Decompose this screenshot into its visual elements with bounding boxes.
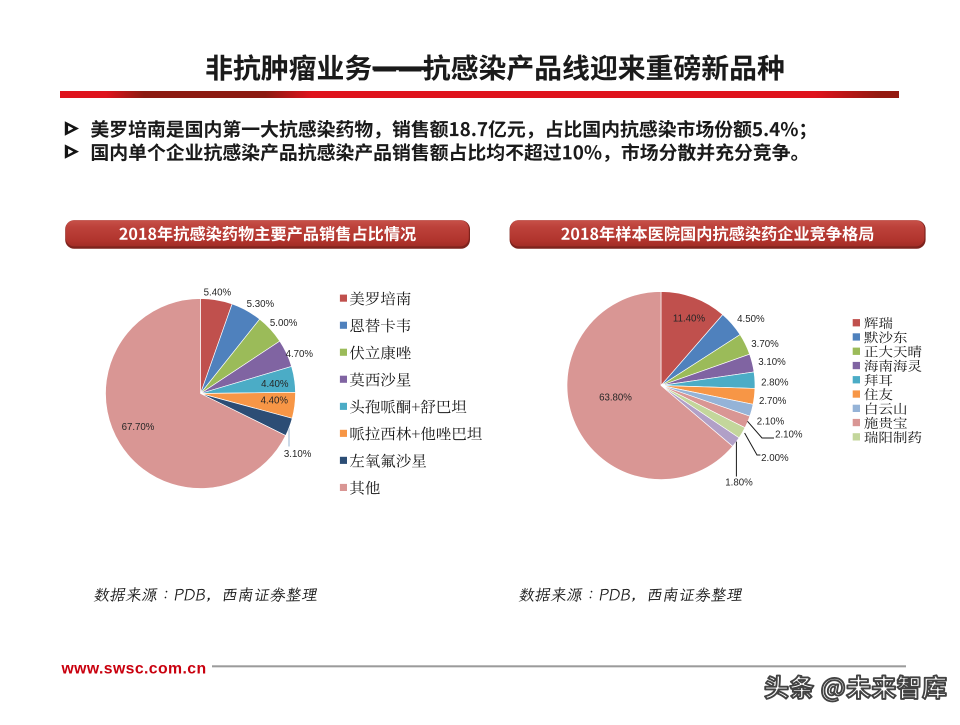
svg-text:4.70%: 4.70% [286,349,314,360]
svg-text:1.80%: 1.80% [725,478,753,489]
svg-text:2.10%: 2.10% [757,416,785,427]
svg-text:3.70%: 3.70% [751,339,779,350]
svg-text:5.30%: 5.30% [247,299,275,310]
svg-text:5.40%: 5.40% [204,287,232,298]
svg-text:3.10%: 3.10% [284,449,312,460]
svg-text:67.70%: 67.70% [122,422,155,433]
svg-text:4.40%: 4.40% [261,395,289,406]
svg-text:4.40%: 4.40% [261,379,289,390]
svg-text:63.80%: 63.80% [599,393,632,404]
svg-text:5.00%: 5.00% [270,318,298,329]
svg-text:2.10%: 2.10% [775,429,803,440]
svg-text:2.70%: 2.70% [759,396,787,407]
svg-text:www.swsc.com.cn: www.swsc.com.cn [61,660,207,677]
svg-text:2.80%: 2.80% [761,377,789,388]
svg-text:4.50%: 4.50% [737,314,765,325]
svg-text:11.40%: 11.40% [673,314,706,325]
svg-text:3.10%: 3.10% [758,357,786,368]
svg-text:2.00%: 2.00% [761,453,789,464]
